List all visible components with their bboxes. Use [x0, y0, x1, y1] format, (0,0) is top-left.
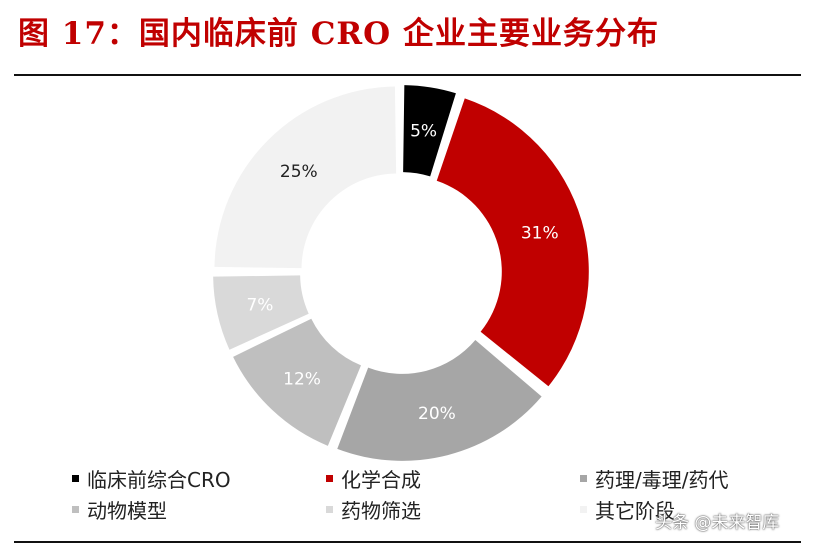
chart-title: 图 17：国内临床前 CRO 企业主要业务分布: [18, 16, 659, 52]
legend-swatch: [580, 506, 587, 513]
legend-swatch: [72, 475, 79, 482]
legend-swatch: [72, 506, 79, 513]
legend-label: 动物模型: [87, 499, 167, 523]
legend-label: 其它阶段: [595, 499, 675, 523]
donut-slice-3: [233, 318, 361, 446]
slice-label-0: 5%: [410, 121, 437, 141]
watermark: 头条 @未来智库: [655, 513, 780, 533]
legend-item-other-stages: 其它阶段: [580, 495, 675, 524]
donut-slice-4: [213, 275, 309, 350]
slice-label-3: 12%: [283, 369, 321, 389]
legend-label: 化学合成: [341, 468, 421, 492]
legend-swatch: [326, 506, 333, 513]
legend-label: 药物筛选: [341, 499, 421, 523]
donut-slice-5: [214, 86, 397, 269]
slice-label-2: 20%: [418, 404, 456, 424]
donut-slice-1: [436, 98, 589, 387]
legend-item-animal-model: 动物模型: [72, 495, 167, 524]
legend-item-clinical-cro: 临床前综合CRO: [72, 464, 231, 493]
legend-item-pharmacology: 药理/毒理/药代: [580, 464, 728, 493]
legend-label: 药理/毒理/药代: [595, 468, 729, 492]
legend-swatch: [580, 475, 587, 482]
legend-swatch: [326, 475, 333, 482]
slice-label-5: 25%: [280, 162, 318, 182]
donut-slice-0: [403, 85, 456, 177]
bottom-rule: [14, 541, 801, 543]
slice-label-1: 31%: [521, 224, 559, 244]
slice-label-4: 7%: [246, 296, 273, 316]
legend-item-drug-screening: 药物筛选: [326, 495, 421, 524]
donut-slice-2: [337, 340, 542, 461]
legend-item-chemical-synthesis: 化学合成: [326, 464, 421, 493]
legend-label: 临床前综合CRO: [87, 468, 231, 492]
top-rule: [14, 74, 801, 76]
